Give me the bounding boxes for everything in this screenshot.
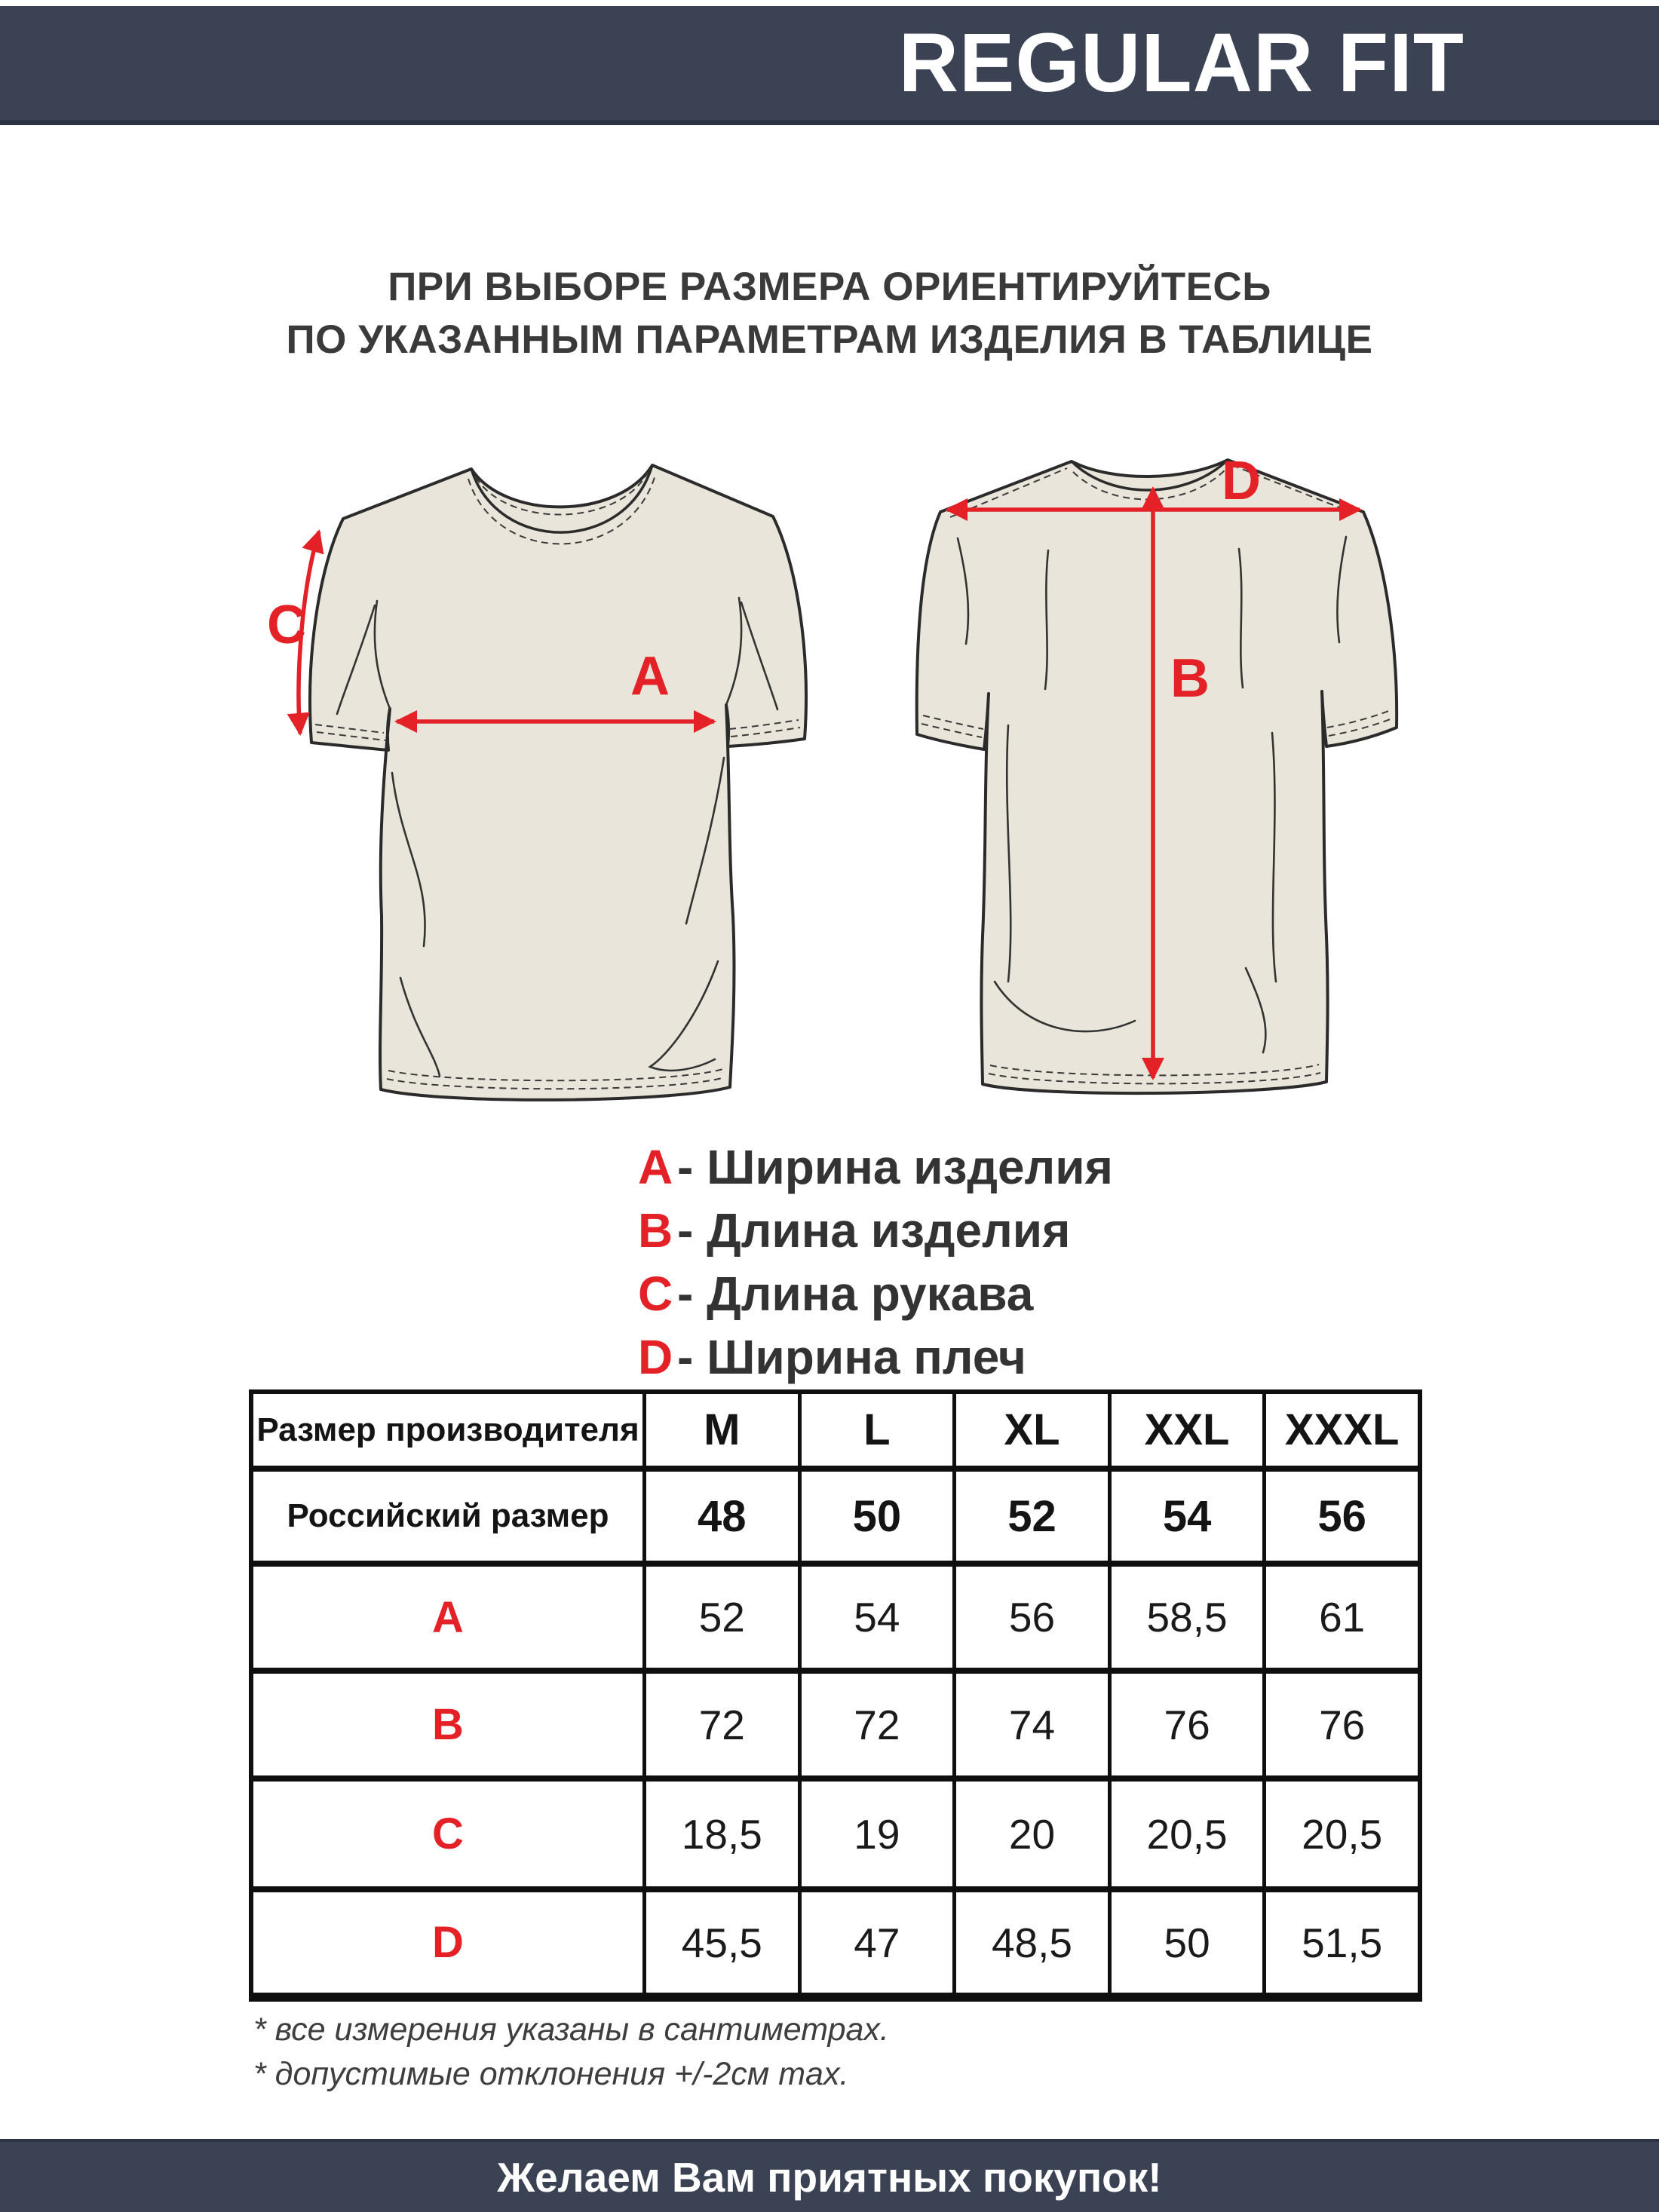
intro-title-line2: ПО УКАЗАННЫМ ПАРАМЕТРАМ ИЗДЕЛИЯ В ТАБЛИЦ…: [286, 317, 1373, 362]
table-cell: 20: [956, 1782, 1112, 1886]
legend-letter: B: [638, 1203, 673, 1258]
table-cell: 47: [802, 1892, 957, 1993]
legend-letter: D: [638, 1330, 673, 1384]
intro-title-line1: ПРИ ВЫБОРЕ РАЗМЕРА ОРИЕНТИРУЙТЕСЬ: [388, 265, 1271, 309]
table-cell: 52: [956, 1472, 1112, 1561]
footnote-units: * все измерения указаны в сантиметрах.: [253, 2011, 889, 2048]
table-cell: 18,5: [646, 1782, 802, 1886]
table-cell: 52: [646, 1567, 802, 1668]
fit-type-title: REGULAR FIT: [898, 16, 1464, 109]
table-cell: L: [802, 1394, 957, 1466]
legend-label: - Ширина плеч: [677, 1330, 1026, 1384]
footnote-tolerance: * допустимые отклонения +/-2см max.: [253, 2056, 849, 2092]
legend-letter: C: [638, 1267, 673, 1321]
measure-arrow-a: A: [394, 646, 717, 734]
table-cell: 61: [1319, 1594, 1366, 1641]
legend-item-a: A - Ширина изделия: [638, 1135, 1113, 1199]
table-row-measure-b: B 72 72 74 76 76: [253, 1674, 1418, 1782]
measure-label-c: C: [267, 595, 306, 655]
tshirt-back-outline: [915, 458, 1399, 1095]
table-cell: 72: [802, 1674, 957, 1775]
footer-bar: Желаем Вам приятных покупок!: [0, 2139, 1659, 2212]
table-cell: 54: [1112, 1472, 1267, 1561]
table-cell: 72: [646, 1674, 802, 1775]
table-row-label: D: [253, 1892, 646, 1993]
tshirt-front-outline: [308, 464, 808, 1101]
table-cell: 45,5: [646, 1892, 802, 1993]
table-cell: 48,5: [956, 1892, 1112, 1993]
table-row-label: C: [253, 1782, 646, 1886]
table-row-measure-c: C 18,5 19 20 20,5 20,5: [253, 1782, 1418, 1892]
table-row-manufacturer-size: Размер производителя M L XL XXL XXXL: [253, 1394, 1418, 1472]
table-cell: 20,5: [1112, 1782, 1267, 1886]
measure-label-b: B: [1170, 648, 1210, 709]
legend-item-c: C - Длина рукава: [638, 1262, 1113, 1325]
table-cell: 51,5: [1302, 1919, 1383, 1966]
legend-item-d: D - Ширина плеч: [638, 1325, 1113, 1389]
table-cell: 54: [802, 1567, 957, 1668]
table-row-label: Российский размер: [253, 1472, 646, 1561]
table-cell: XXXL: [1284, 1405, 1400, 1454]
tshirt-front-diagram: A C: [267, 464, 808, 1101]
table-cell: 76: [1112, 1674, 1267, 1775]
intro-title: ПРИ ВЫБОРЕ РАЗМЕРА ОРИЕНТИРУЙТЕСЬ ПО УКА…: [0, 261, 1659, 366]
footer-message: Желаем Вам приятных покупок!: [497, 2153, 1162, 2201]
measure-label-a: A: [630, 646, 670, 706]
legend-label: - Ширина изделия: [677, 1140, 1113, 1194]
table-cell: 20,5: [1302, 1810, 1383, 1858]
table-cell: 56: [956, 1567, 1112, 1668]
table-row-label: Размер производителя: [253, 1394, 646, 1466]
table-cell: 48: [646, 1472, 802, 1561]
table-cell: 50: [1112, 1892, 1267, 1993]
measure-label-d: D: [1222, 454, 1261, 511]
legend-label: - Длина изделия: [677, 1203, 1071, 1258]
table-cell: 74: [956, 1674, 1112, 1775]
table-row-russian-size: Российский размер 48 50 52 54 56: [253, 1472, 1418, 1567]
table-row-measure-a: A 52 54 56 58,5 61: [253, 1567, 1418, 1674]
table-row-label: A: [253, 1567, 646, 1668]
table-cell: 50: [802, 1472, 957, 1561]
table-cell: 19: [802, 1782, 957, 1886]
table-row-measure-d: D 45,5 47 48,5 50 51,5: [253, 1892, 1418, 1993]
table-cell: 58,5: [1112, 1567, 1267, 1668]
table-cell: 56: [1317, 1491, 1366, 1541]
measurement-legend: A - Ширина изделия B - Длина изделия C -…: [638, 1135, 1113, 1389]
measure-arrow-b: B: [1141, 486, 1210, 1081]
table-cell: XXL: [1112, 1394, 1267, 1466]
measure-arrow-c: C: [267, 529, 324, 737]
table-cell: M: [646, 1394, 802, 1466]
legend-item-b: B - Длина изделия: [638, 1199, 1113, 1262]
legend-label: - Длина рукава: [677, 1267, 1034, 1321]
table-cell: 76: [1319, 1701, 1366, 1748]
legend-letter: A: [638, 1140, 673, 1194]
tshirt-back-diagram: D B: [915, 454, 1399, 1095]
size-table: Размер производителя M L XL XXL XXXL Рос…: [249, 1389, 1422, 2002]
table-cell: XL: [956, 1394, 1112, 1466]
header-bar: REGULAR FIT: [0, 6, 1659, 125]
table-row-label: B: [253, 1674, 646, 1775]
